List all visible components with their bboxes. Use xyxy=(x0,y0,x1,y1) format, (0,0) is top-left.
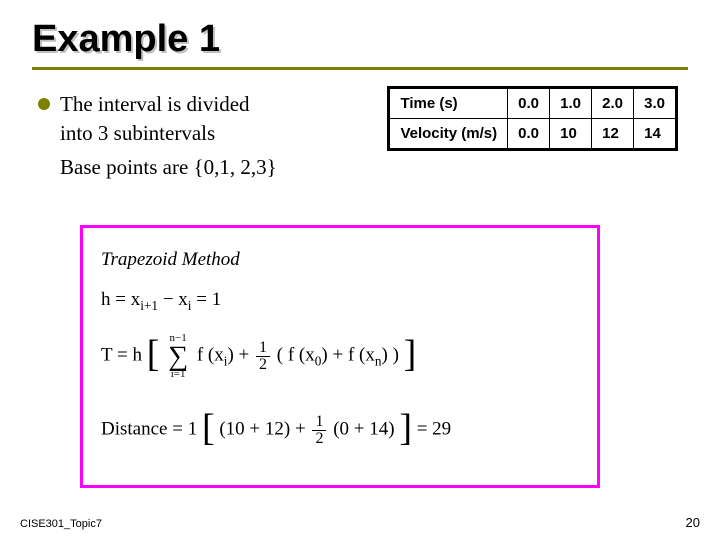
basepoints-label: Base points are xyxy=(60,155,188,179)
slide-title: Example 1 xyxy=(32,18,688,61)
bracket-right-icon: ] xyxy=(404,318,417,390)
table-cell: 10 xyxy=(550,119,592,150)
eq-text: Distance = 1 xyxy=(101,419,197,440)
table-cell: 0.0 xyxy=(508,88,550,119)
eq-text: = 1 xyxy=(191,289,221,310)
method-box: Trapezoid Method h = xi+1 − xi = 1 T = h… xyxy=(80,225,600,488)
row-label: Time (s) xyxy=(389,88,508,119)
eq-sub: i+1 xyxy=(140,298,158,313)
fraction-half: 1 2 xyxy=(256,340,270,373)
frac-num: 1 xyxy=(312,414,326,431)
row-label: Velocity (m/s) xyxy=(389,119,508,150)
eq-text: T = h xyxy=(101,345,142,366)
bracket-left-icon: [ xyxy=(202,392,215,464)
eq-text: (0 + 14) xyxy=(333,419,394,440)
eq-text: h = x xyxy=(101,289,140,310)
eq-text: (10 + 12) + xyxy=(219,419,310,440)
eq-text: ( f (x xyxy=(277,345,315,366)
sigma-symbol: ∑ xyxy=(168,344,188,369)
eq-text: ) + f (x xyxy=(321,345,374,366)
table-row: Velocity (m/s) 0.0 10 12 14 xyxy=(389,119,677,150)
table-cell: 2.0 xyxy=(592,88,634,119)
bracket-right-icon: ] xyxy=(399,392,412,464)
basepoints-set: {0,1, 2,3} xyxy=(194,155,277,179)
data-table: Time (s) 0.0 1.0 2.0 3.0 Velocity (m/s) … xyxy=(387,86,678,151)
eq-sub: n xyxy=(375,353,382,368)
title-underline xyxy=(32,67,688,70)
page-number: 20 xyxy=(686,515,700,530)
h-equation: h = xi+1 − xi = 1 xyxy=(101,282,579,318)
title-block: Example 1 xyxy=(0,0,720,76)
eq-text: − x xyxy=(158,289,188,310)
frac-den: 2 xyxy=(312,431,326,447)
bullet-icon xyxy=(38,98,50,110)
table-cell: 3.0 xyxy=(634,88,677,119)
table-cell: 12 xyxy=(592,119,634,150)
frac-num: 1 xyxy=(256,340,270,357)
T-equation: T = h [ n−1 ∑ i=1 f (xi) + 1 2 ( f (x0) … xyxy=(101,320,579,392)
interval-line2: into 3 subintervals xyxy=(60,121,215,145)
footer-course-code: CISE301_Topic7 xyxy=(20,518,102,530)
eq-text: f (x xyxy=(197,345,224,366)
interval-text: The interval is divided into 3 subinterv… xyxy=(60,90,250,149)
interval-text-block: The interval is divided into 3 subinterv… xyxy=(38,90,308,182)
basepoints-line: Base points are {0,1, 2,3} xyxy=(60,153,308,182)
interval-line1: The interval is divided xyxy=(60,92,250,116)
eq-result: = 29 xyxy=(417,419,451,440)
table-cell: 14 xyxy=(634,119,677,150)
content-area: The interval is divided into 3 subinterv… xyxy=(0,76,720,88)
sum-bot: i=1 xyxy=(168,369,188,380)
bullet-item: The interval is divided into 3 subinterv… xyxy=(38,90,308,149)
sigma-icon: n−1 ∑ i=1 xyxy=(168,333,188,380)
table-row: Time (s) 0.0 1.0 2.0 3.0 xyxy=(389,88,677,119)
method-title: Trapezoid Method xyxy=(101,242,579,278)
bracket-left-icon: [ xyxy=(147,318,160,390)
eq-text: ) + xyxy=(227,345,254,366)
frac-den: 2 xyxy=(256,357,270,373)
table-cell: 1.0 xyxy=(550,88,592,119)
fraction-half: 1 2 xyxy=(312,414,326,447)
distance-equation: Distance = 1 [ (10 + 12) + 1 2 (0 + 14) … xyxy=(101,394,579,466)
eq-text: ) ) xyxy=(382,345,399,366)
table-cell: 0.0 xyxy=(508,119,550,150)
